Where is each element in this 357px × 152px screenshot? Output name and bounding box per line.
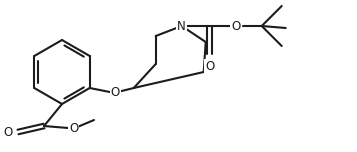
- Text: O: O: [69, 121, 78, 135]
- Text: O: O: [231, 19, 240, 33]
- Text: O: O: [205, 60, 214, 73]
- Text: N: N: [177, 19, 186, 33]
- Text: O: O: [4, 126, 13, 138]
- Text: O: O: [111, 85, 120, 98]
